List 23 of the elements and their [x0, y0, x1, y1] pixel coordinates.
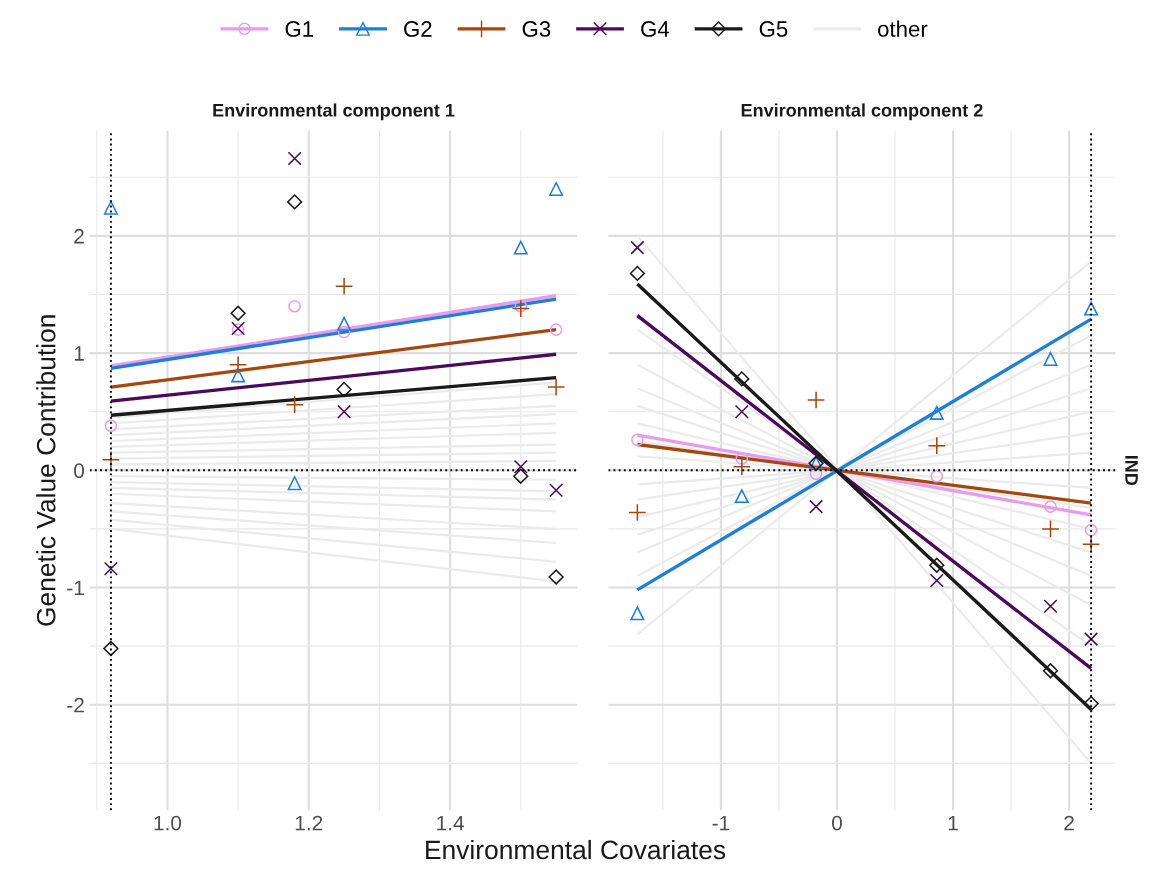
x-tick-label: 1.2: [295, 815, 323, 831]
legend-label: G1: [285, 21, 314, 37]
x-tick-label: 1.4: [437, 815, 464, 831]
legend-label: G2: [404, 21, 432, 37]
x-axis-title: Environmental Covariates: [426, 839, 726, 860]
y-tick-label: 2: [74, 228, 84, 244]
chart-title: Environmental component 2: [741, 103, 983, 121]
x-tick-label: 1.0: [154, 815, 182, 831]
y-tick-label: 1: [74, 346, 84, 361]
x-tick-label: 0: [831, 815, 842, 831]
legend-label: G3: [522, 21, 551, 37]
text: IND: [1125, 455, 1138, 486]
legend-label: G4: [641, 21, 670, 37]
legend-label: G5: [759, 21, 788, 37]
y-tick-label: -2: [67, 697, 84, 713]
chart-title: Environmental component 1: [213, 103, 455, 121]
y-axis-title: Genetic Value Contribution: [36, 315, 56, 626]
x-tick-label: -1: [712, 815, 730, 831]
y-tick-label: -1: [67, 580, 84, 596]
x-tick-label: 2: [1064, 815, 1074, 831]
y-tick-label: 0: [74, 463, 85, 479]
x-tick-label: 1: [948, 815, 958, 831]
legend-label: other: [878, 20, 928, 37]
